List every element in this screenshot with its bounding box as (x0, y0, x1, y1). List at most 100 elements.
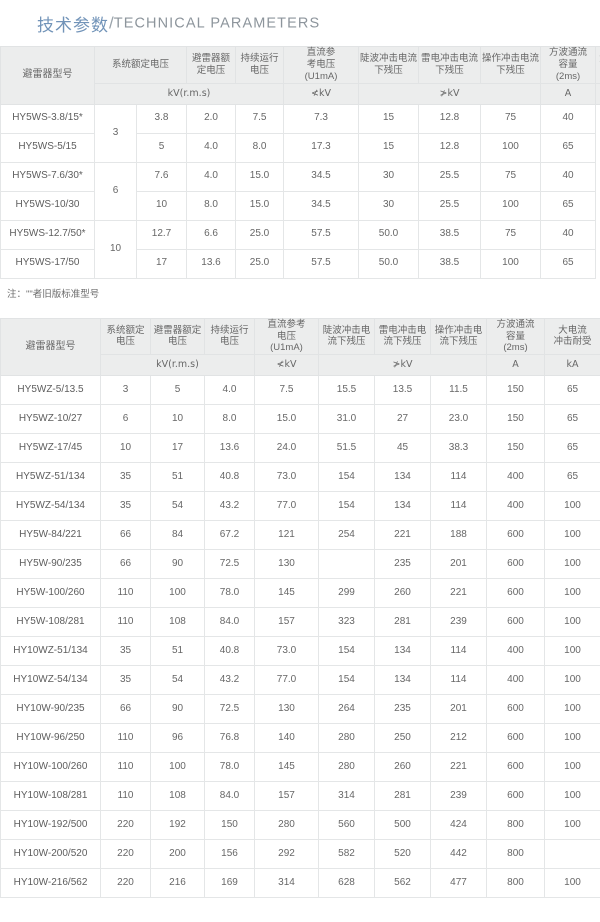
cell-square-wave-capacity: 100 (480, 190, 542, 221)
cell-model: HY5WZ-51/134 (0, 462, 101, 493)
page-title-en: TECHNICAL PARAMETERS (113, 15, 321, 32)
header-system-rated-voltage: 系统额定电压 (93, 46, 188, 84)
cell-system-rated-voltage: 10 (100, 433, 151, 464)
cell-arrester-rated-voltage: 5 (150, 375, 205, 406)
cell-dc-reference-voltage: 15.0 (235, 161, 285, 192)
cell-dc-reference-voltage: 73.0 (254, 462, 319, 493)
cell-switching-residual-voltage: 114 (430, 491, 487, 522)
cell-steep-wave-residual-voltage: 51.5 (318, 433, 375, 464)
cell-steep-wave-residual-voltage: 264 (318, 694, 375, 725)
cell-continuous-operating-voltage: 72.5 (204, 694, 255, 725)
cell-dc-reference-voltage: 145 (254, 752, 319, 783)
cell-system-rated-voltage: 3 (100, 375, 151, 406)
header-dc-ref-line1: 直流参 (306, 47, 336, 58)
header-square-wave-line2: 容量 (558, 58, 578, 70)
cell-system-rated-voltage: 35 (100, 462, 151, 493)
header-continuous-operating-voltage: 持续运行电压 (235, 46, 285, 84)
table-row: HY5W-108/281 110 108 84.0 157 323 281 239 600 100 (0, 607, 600, 638)
header-lightning-residual-voltage: 雷电冲击电流下残压 (374, 317, 431, 356)
cell-model: HY10WZ-51/134 (0, 636, 101, 667)
table-1-body: HY5WS-3.8/15* 3 3.8 2.0 7.5 7.3 15 12.8 75 40 HY5W… (0, 103, 600, 279)
cell-switching-residual-voltage: 38.5 (418, 219, 482, 250)
page-title-cn: 技术参数 (37, 16, 109, 35)
cell-high-current-withstand: 40 (540, 103, 597, 134)
cell-square-wave-capacity: 600 (486, 549, 545, 580)
cell-switching-residual-voltage: 38.5 (418, 248, 482, 279)
unit-kiloampere: kA (544, 354, 600, 377)
cell-continuous-operating-voltage: 4.0 (204, 375, 255, 406)
cell-arrester-rated-voltage: 54 (150, 665, 205, 696)
unit-not-greater-kv: ≯kV (358, 82, 542, 105)
cell-steep-wave-residual-voltage: 17.3 (283, 132, 360, 163)
cell-continuous-operating-voltage: 76.8 (204, 723, 255, 754)
unit-ampere: A (486, 354, 545, 377)
cell-system-rated-voltage: 10 (94, 219, 137, 279)
cell-high-current-withstand: 100 (544, 781, 600, 812)
cell-arrester-rated-voltage: 17 (150, 433, 205, 464)
cell-system-rated-voltage: 110 (100, 578, 151, 609)
header-model: 避雷器型号 (0, 46, 95, 105)
header-dc-ref-line3: (U1mA) (270, 342, 303, 354)
cell-dc-reference-voltage: 157 (254, 781, 319, 812)
cell-dc-reference-voltage: 280 (254, 810, 319, 841)
cell-square-wave-capacity: 75 (480, 103, 542, 134)
cell-high-current-withstand: 65 (540, 248, 597, 279)
cell-dc-reference-voltage: 314 (254, 868, 319, 899)
cell-lightning-residual-voltage: 235 (374, 694, 431, 725)
cell-lightning-residual-voltage: 260 (374, 752, 431, 783)
cell-switching-residual-voltage: 12.8 (418, 103, 482, 134)
table-row: HY10W-96/250 110 96 76.8 140 280 250 212 600 100 (0, 723, 600, 754)
cell-lightning-residual-voltage: 134 (374, 636, 431, 667)
table-row: HY5WZ-51/134 35 51 40.8 73.0 154 134 114 400 65 (0, 462, 600, 493)
cell-steep-wave-residual-voltage: 280 (318, 752, 375, 783)
unit-kv-rms: kV(r.m.s) (93, 82, 285, 105)
cell-continuous-operating-voltage: 8.0 (204, 404, 255, 435)
cell-high-current-withstand: 65 (540, 132, 597, 163)
header-switching-residual-voltage: 操作冲击电流下残压 (480, 46, 542, 84)
cell-arrester-rated-voltage: 100 (150, 578, 205, 609)
cell-dc-reference-voltage: 8.0 (235, 132, 285, 163)
table-2-header-row: 避雷器型号 系统额定电压 避雷器额定电压 持续运行电压 直流参考 电压 (U1m… (0, 317, 600, 377)
cell-system-rated-voltage: 66 (100, 549, 151, 580)
cell-square-wave-capacity: 100 (480, 248, 542, 279)
cell-continuous-operating-voltage: 169 (204, 868, 255, 899)
cell-model: HY5WZ-17/45 (0, 433, 101, 464)
cell-lightning-residual-voltage: 134 (374, 491, 431, 522)
cell-square-wave-capacity: 150 (486, 404, 545, 435)
header-high-current-withstand: 大电流 冲击耐受 (544, 317, 600, 356)
cell-high-current-withstand: 100 (544, 665, 600, 696)
cell-system-rated-voltage: 110 (100, 723, 151, 754)
cell-system-rated-voltage: 110 (100, 781, 151, 812)
header-system-rated-voltage: 系统额定电压 (100, 317, 151, 356)
cell-model: HY10W-108/281 (0, 781, 101, 812)
cell-dc-reference-voltage: 121 (254, 520, 319, 551)
cell-steep-wave-residual-voltage: 31.0 (318, 404, 375, 435)
technical-parameters-table-2: 避雷器型号 系统额定电压 避雷器额定电压 持续运行电压 直流参考 电压 (U1m… (0, 317, 600, 899)
cell-switching-residual-voltage: 201 (430, 549, 487, 580)
table-row: HY10W-200/520 220 200 156 292 582 520 442 800 (0, 839, 600, 870)
cell-steep-wave-residual-voltage: 280 (318, 723, 375, 754)
header-square-wave-line3: (2ms) (503, 342, 528, 354)
table-row: HY10W-100/260 110 100 78.0 145 280 260 221 600 10… (0, 752, 600, 783)
cell-dc-reference-voltage: 25.0 (235, 219, 285, 250)
unit-ampere: A (540, 82, 597, 105)
cell-model: HY5W-100/260 (0, 578, 101, 609)
cell-high-current-withstand: 100 (544, 578, 600, 609)
header-square-wave-capacity: 方波通流 容量 (2ms) (486, 317, 545, 356)
cell-square-wave-capacity: 75 (480, 219, 542, 250)
cell-model: HY5WZ-54/134 (0, 491, 101, 522)
cell-continuous-operating-voltage: 84.0 (204, 607, 255, 638)
cell-dc-reference-voltage: 24.0 (254, 433, 319, 464)
cell-dc-reference-voltage: 7.5 (235, 103, 285, 134)
cell-steep-wave-residual-voltage: 299 (318, 578, 375, 609)
header-dc-ref-line3: (U1mA) (304, 70, 338, 82)
cell-switching-residual-voltage: 477 (430, 868, 487, 899)
cell-square-wave-capacity: 400 (486, 665, 545, 696)
table-1-header: 避雷器型号 系统额定电压 避雷器额定电压 持续运行电压 直流参 考电压 (U1m… (0, 46, 600, 105)
table-row: HY10W-108/281 110 108 84.0 157 314 281 239 600 10… (0, 781, 600, 812)
cell-high-current-withstand: 100 (544, 810, 600, 841)
cell-dc-reference-voltage: 145 (254, 578, 319, 609)
cell-high-current-withstand: 100 (544, 694, 600, 725)
cell-steep-wave-residual-voltage: 154 (318, 462, 375, 493)
cell-steep-wave-residual-voltage: 560 (318, 810, 375, 841)
